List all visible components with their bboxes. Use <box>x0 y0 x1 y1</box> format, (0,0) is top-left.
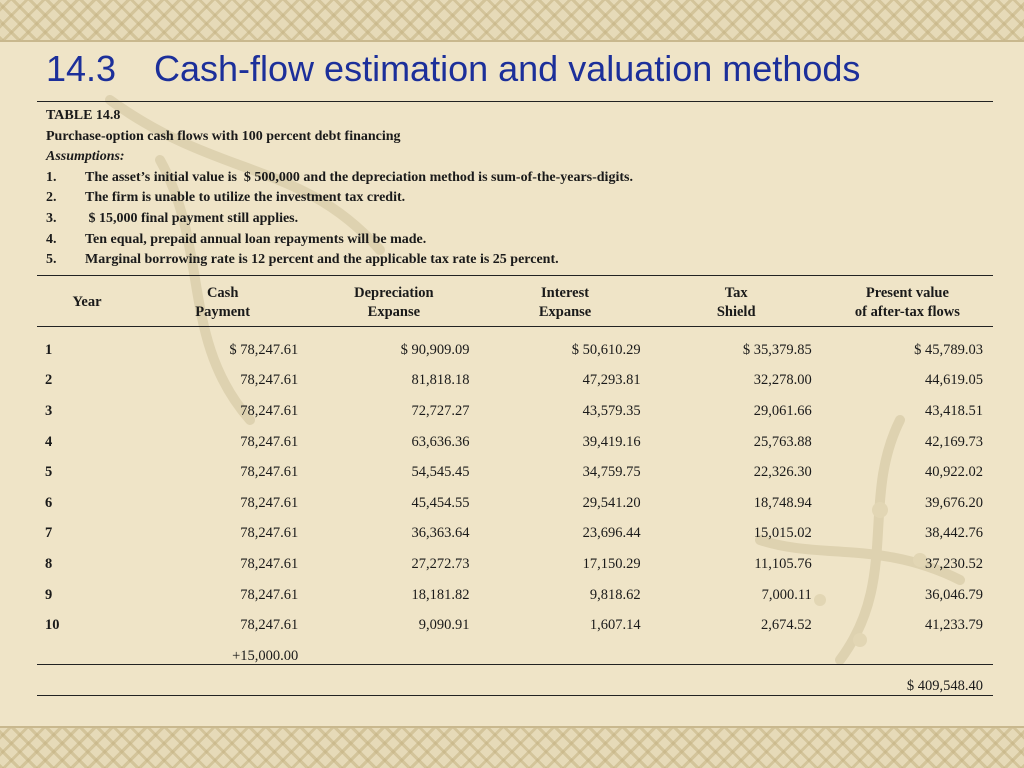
assumption-item: 1. The asset’s initial value is $ 500,000… <box>46 169 633 185</box>
assumption-item: 4. Ten equal, prepaid annual loan repayme… <box>46 231 427 247</box>
top-rule <box>37 101 993 102</box>
total-present-value: $ 409,548.40 <box>906 678 983 695</box>
header-depreciation: Depreciation Expanse <box>354 284 434 321</box>
header-cash-payment: Cash Payment <box>195 284 251 321</box>
table-label: TABLE 14.8 <box>46 108 121 123</box>
table-title: Purchase-option cash flows with 100 perc… <box>46 128 401 144</box>
assumption-item: 5. Marginal borrowing rate is 12 percent … <box>46 252 559 268</box>
cash-flow-table: Year Cash Payment Depreciation Expanse Int… <box>37 281 993 702</box>
total-row: $ 409,548.40 <box>37 672 993 703</box>
header-top-rule <box>37 275 993 276</box>
bottom-border-line <box>0 726 1024 728</box>
table-row: 5 78,247.61 54,545.45 34,759.75 22,326.30 40,… <box>45 464 983 481</box>
bottom-decorative-border <box>0 728 1024 768</box>
table-row: 6 78,247.61 45,454.55 29,541.20 18,748.94 39,… <box>45 494 983 511</box>
top-decorative-border <box>0 0 1024 40</box>
table-header-row: Year Cash Payment Depreciation Expanse Int… <box>37 281 993 325</box>
slide-title-text: Cash-flow estimation and valuation metho… <box>154 48 861 89</box>
header-tax-shield: Tax Shield <box>716 284 756 321</box>
header-present-value: Present value of after-tax flows <box>854 284 960 321</box>
final-payment-row: +15,000.00 <box>37 641 993 672</box>
header-year: Year <box>72 294 102 311</box>
table-row: 8 78,247.61 27,272.73 17,150.29 11,105.76 37,… <box>45 555 983 572</box>
header-interest: Interest Expanse <box>538 284 592 321</box>
table-caption: TABLE 14.8 Purchase-option cash flows wi… <box>46 106 986 271</box>
table-row: 7 78,247.61 36,363.64 23,696.44 15,015.02 38,… <box>45 525 983 542</box>
table-row: 9 78,247.61 18,181.82 9,818.62 7,000.11 36,04… <box>45 586 983 603</box>
table-bottom-rule <box>37 695 993 696</box>
total-top-rule <box>37 664 993 665</box>
table-row: 3 78,247.61 72,727.27 43,579.35 29,061.66 43,… <box>45 402 983 419</box>
top-border-line <box>0 40 1024 42</box>
assumptions-label: Assumptions: <box>46 149 125 165</box>
slide-title: 14.3 Cash-flow estimation and valuation m… <box>46 48 860 90</box>
table-row: 4 78,247.61 63,636.36 39,419.16 25,763.88 42,… <box>45 433 983 450</box>
table-row: 1 $ 78,247.61 $ 90,909.09 $ 50,610.29 $ 35,3… <box>45 341 983 358</box>
assumption-item: 3. $ 15,000 final payment still applies. <box>46 210 299 226</box>
table-row: 2 78,247.61 81,818.18 47,293.81 32,278.00 44,… <box>45 372 983 389</box>
assumption-item: 2. The firm is unable to utilize the inve… <box>46 190 406 206</box>
header-bottom-rule <box>37 326 993 327</box>
final-payment-value: +15,000.00 <box>232 647 299 664</box>
table-row: 10 78,247.61 9,090.91 1,607.14 2,674.52 41,23… <box>45 617 983 634</box>
section-number: 14.3 <box>46 48 117 89</box>
